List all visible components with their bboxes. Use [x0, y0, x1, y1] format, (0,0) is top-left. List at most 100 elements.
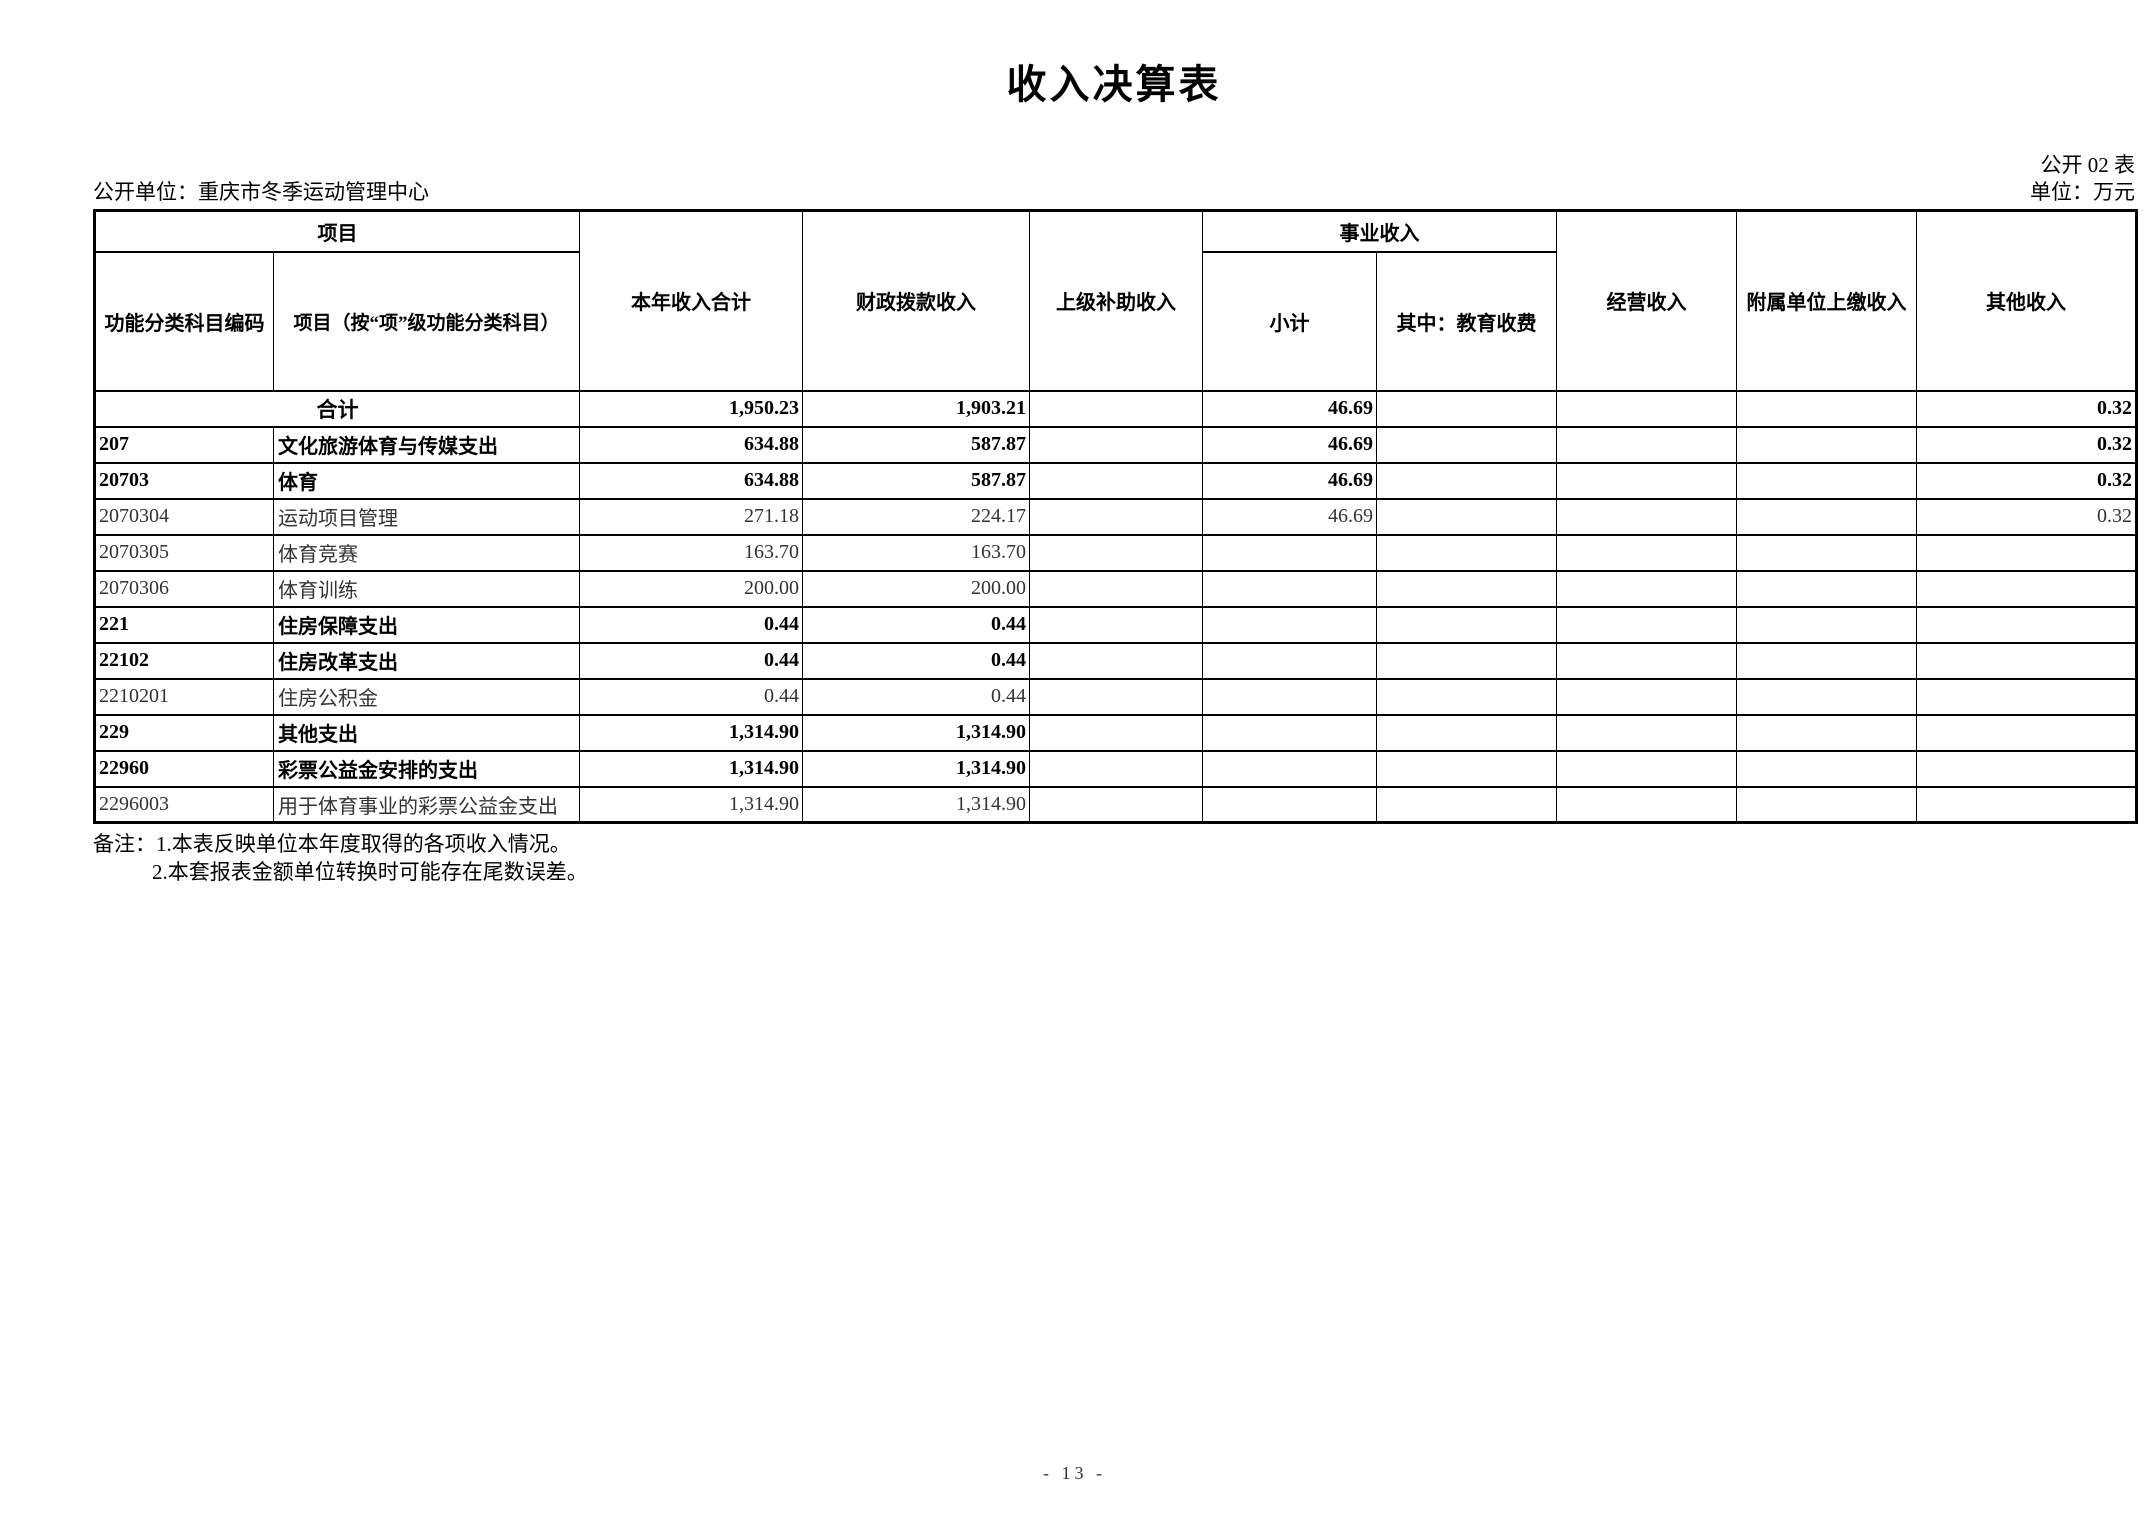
col-header-year-total: 本年收入合计 [579, 209, 803, 392]
page-title: 收入决算表 [1006, 62, 1222, 107]
item-name-cell: 体育 [273, 461, 580, 500]
value-cell [1556, 713, 1737, 752]
value-cell: 200.00 [579, 569, 803, 608]
value-cell: 163.70 [802, 533, 1030, 572]
col-header-operating: 经营收入 [1556, 209, 1737, 392]
value-cell [1029, 641, 1203, 680]
value-cell [1556, 569, 1737, 608]
value-cell [1376, 497, 1557, 536]
value-cell: 0.32 [1916, 497, 2137, 536]
col-header-education-fee: 其中：教育收费 [1376, 250, 1557, 392]
value-cell: 163.70 [579, 533, 803, 572]
col-header-superior-subsidy: 上级补助收入 [1029, 209, 1203, 392]
value-cell [1916, 569, 2137, 608]
value-cell [1556, 641, 1737, 680]
table-row: 2210201 住房公积金 0.44 0.44 [94, 677, 2137, 716]
value-cell [1556, 389, 1737, 428]
table-row: 2070305 体育竞赛 163.70 163.70 [94, 533, 2137, 572]
code-cell: 2070306 [94, 569, 274, 608]
value-cell [1376, 749, 1557, 788]
col-header-fiscal-grant: 财政拨款收入 [802, 209, 1030, 392]
value-cell: 46.69 [1202, 389, 1377, 428]
header-row-2: 功能分类科目编码 项目（按“项”级功能分类科目） 小计 其中：教育收费 [94, 250, 2137, 392]
value-cell: 200.00 [802, 569, 1030, 608]
item-name-cell: 文化旅游体育与传媒支出 [273, 425, 580, 464]
value-cell [1376, 389, 1557, 428]
value-cell [1376, 641, 1557, 680]
col-header-project-group: 项目 [94, 209, 580, 253]
value-cell [1029, 461, 1203, 500]
value-cell [1916, 641, 2137, 680]
col-header-subtotal: 小计 [1202, 250, 1377, 392]
value-cell: 634.88 [579, 425, 803, 464]
value-cell [1736, 641, 1917, 680]
value-cell [1556, 461, 1737, 500]
value-cell: 1,314.90 [802, 713, 1030, 752]
value-cell: 1,314.90 [802, 785, 1030, 824]
item-name-cell: 运动项目管理 [273, 497, 580, 536]
table-row: 229 其他支出 1,314.90 1,314.90 [94, 713, 2137, 752]
total-label-cell: 合计 [94, 389, 580, 428]
value-cell: 0.32 [1916, 425, 2137, 464]
value-cell [1556, 533, 1737, 572]
table-row: 22960 彩票公益金安排的支出 1,314.90 1,314.90 [94, 749, 2137, 788]
col-header-project-detail: 项目（按“项”级功能分类科目） [273, 250, 580, 392]
value-cell [1916, 749, 2137, 788]
value-cell [1736, 461, 1917, 500]
value-cell: 1,903.21 [802, 389, 1030, 428]
value-cell [1029, 497, 1203, 536]
value-cell [1736, 749, 1917, 788]
value-cell: 0.44 [579, 605, 803, 644]
value-cell [1376, 425, 1557, 464]
value-cell [1916, 785, 2137, 824]
code-cell: 221 [94, 605, 274, 644]
value-cell [1736, 425, 1917, 464]
code-cell: 2070304 [94, 497, 274, 536]
value-cell [1736, 533, 1917, 572]
value-cell: 1,950.23 [579, 389, 803, 428]
value-cell [1916, 533, 2137, 572]
code-cell: 22102 [94, 641, 274, 680]
value-cell: 0.44 [579, 641, 803, 680]
value-cell [1029, 425, 1203, 464]
value-cell: 0.44 [802, 641, 1030, 680]
value-cell [1916, 605, 2137, 644]
item-name-cell: 用于体育事业的彩票公益金支出 [273, 785, 580, 824]
code-cell: 207 [94, 425, 274, 464]
value-cell [1202, 641, 1377, 680]
value-cell [1736, 497, 1917, 536]
value-cell: 0.32 [1916, 389, 2137, 428]
item-name-cell: 其他支出 [273, 713, 580, 752]
value-cell: 0.44 [579, 677, 803, 716]
table-row: 2070306 体育训练 200.00 200.00 [94, 569, 2137, 608]
value-cell [1916, 677, 2137, 716]
value-cell [1736, 569, 1917, 608]
value-cell [1736, 605, 1917, 644]
value-cell [1202, 605, 1377, 644]
code-cell: 2296003 [94, 785, 274, 824]
value-cell [1556, 605, 1737, 644]
table-row: 2296003 用于体育事业的彩票公益金支出 1,314.90 1,314.90 [94, 785, 2137, 824]
value-cell: 0.44 [802, 605, 1030, 644]
col-header-business-group: 事业收入 [1202, 209, 1557, 253]
code-cell: 20703 [94, 461, 274, 500]
page-number: - 13 - [1043, 1463, 1106, 1483]
value-cell: 587.87 [802, 461, 1030, 500]
value-cell [1376, 785, 1557, 824]
value-cell [1376, 713, 1557, 752]
value-cell [1029, 605, 1203, 644]
item-name-cell: 体育训练 [273, 569, 580, 608]
value-cell [1029, 389, 1203, 428]
value-cell [1376, 677, 1557, 716]
value-cell: 46.69 [1202, 461, 1377, 500]
table-row-total: 合计 1,950.23 1,903.21 46.69 0.32 [94, 389, 2137, 428]
value-cell: 1,314.90 [802, 749, 1030, 788]
value-cell: 46.69 [1202, 497, 1377, 536]
value-cell [1029, 749, 1203, 788]
notes: 备注：1.本表反映单位本年度取得的各项收入情况。 2.本套报表金额单位转换时可能… [93, 831, 2135, 886]
org-label: 公开单位：重庆市冬季运动管理中心 [93, 180, 429, 205]
item-name-cell: 住房保障支出 [273, 605, 580, 644]
value-cell [1376, 533, 1557, 572]
value-cell [1736, 785, 1917, 824]
